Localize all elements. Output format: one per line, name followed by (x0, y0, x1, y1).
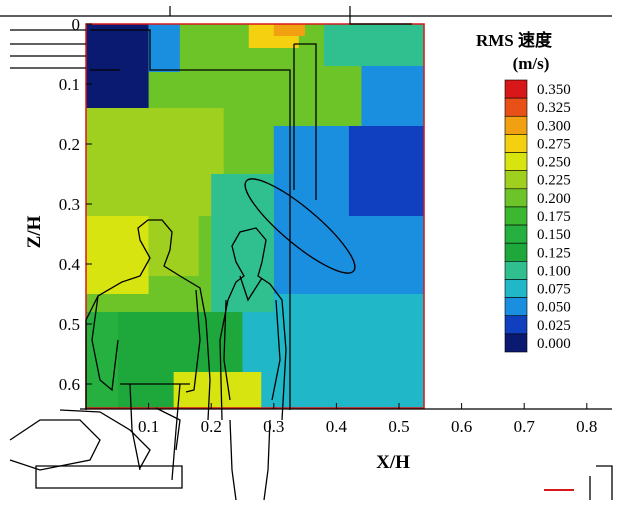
y-axis-title: Z/H (24, 215, 45, 248)
colorbar-swatch-11 (504, 134, 528, 153)
colorbar-label-6: 0.150 (537, 227, 571, 243)
field-region-9 (323, 24, 425, 66)
colorbar-swatch-13 (504, 97, 528, 117)
colorbar-swatch-3 (504, 279, 528, 298)
colorbar-swatch-9 (504, 170, 528, 190)
colorbar-swatch-10 (504, 152, 528, 171)
x-tick-label-4: 0.5 (388, 417, 409, 436)
field-region-7 (348, 126, 425, 216)
y-tick-label-5: 0.5 (59, 315, 80, 334)
colorbar-swatch-7 (504, 206, 528, 226)
y-axis: 0 0.1 0.2 0.3 0.4 0.5 0.6 (59, 15, 92, 394)
colorbar-swatch-14 (504, 79, 528, 99)
y-tick-label-1: 0.1 (59, 75, 80, 94)
colorbar-label-14: 0.350 (537, 82, 571, 98)
colorbar-label-13: 0.325 (537, 100, 571, 116)
colorbar: RMS 速度 (m/s) 0.350 0.325 0.300 0.275 0.250 0.… (476, 30, 571, 353)
colorbar-label-1: 0.025 (537, 318, 571, 334)
field-region-5 (148, 216, 199, 276)
field-region-16 (273, 24, 306, 36)
field-region-1 (86, 24, 149, 108)
contour-field (85, 23, 425, 409)
colorbar-label-3: 0.075 (537, 282, 571, 298)
field-region-3 (86, 108, 224, 216)
field-region-10 (242, 294, 425, 408)
colorbar-swatch-2 (504, 297, 528, 317)
x-tick-label-0: 0.1 (138, 417, 159, 436)
colorbar-label-12: 0.300 (537, 118, 571, 134)
y-tick-label-3: 0.3 (59, 195, 80, 214)
x-tick-label-5: 0.6 (451, 417, 472, 436)
colorbar-label-5: 0.125 (537, 245, 571, 261)
colorbar-label-8: 0.200 (537, 191, 571, 207)
x-tick-label-3: 0.4 (326, 417, 348, 436)
colorbar-label-10: 0.250 (537, 155, 571, 171)
colorbar-swatch-5 (504, 242, 528, 262)
colorbar-swatch-4 (504, 261, 528, 280)
colorbar-swatch-8 (504, 188, 528, 208)
domain-border (85, 23, 425, 409)
colorbar-label-11: 0.275 (537, 136, 571, 152)
occupant-outline-overlay (9, 29, 613, 501)
colorbar-label-7: 0.175 (537, 209, 571, 225)
y-tick-label-2: 0.2 (59, 135, 80, 154)
colorbar-title-line1: RMS 速度 (476, 30, 553, 50)
y-tick-label-0: 0 (72, 15, 81, 34)
field-region-13 (173, 372, 262, 408)
colorbar-label-0: 0.000 (537, 336, 571, 352)
colorbar-swatch-1 (504, 315, 528, 335)
field-region-2 (148, 24, 180, 72)
y-tick-label-6: 0.6 (59, 375, 80, 394)
x-tick-label-6: 0.7 (514, 417, 536, 436)
x-tick-label-2: 0.3 (263, 417, 284, 436)
colorbar-label-9: 0.225 (537, 173, 571, 189)
field-region-14 (211, 174, 274, 312)
colorbar-label-2: 0.050 (537, 300, 571, 316)
x-tick-label-1: 0.2 (201, 417, 222, 436)
x-axis: 0.1 0.2 0.3 0.4 0.5 0.6 0.7 0.8 (138, 403, 597, 436)
colorbar-swatch-0 (504, 333, 528, 353)
colorbar-swatch-6 (504, 224, 528, 244)
y-tick-label-4: 0.4 (59, 255, 81, 274)
x-tick-label-7: 0.8 (576, 417, 597, 436)
field-region-12 (86, 312, 118, 408)
colorbar-label-4: 0.100 (537, 263, 571, 279)
colorbar-swatch-12 (504, 115, 528, 135)
x-axis-title: X/H (376, 452, 410, 473)
colorbar-title-line2: (m/s) (513, 54, 550, 73)
room-frame-lines (0, 6, 612, 410)
